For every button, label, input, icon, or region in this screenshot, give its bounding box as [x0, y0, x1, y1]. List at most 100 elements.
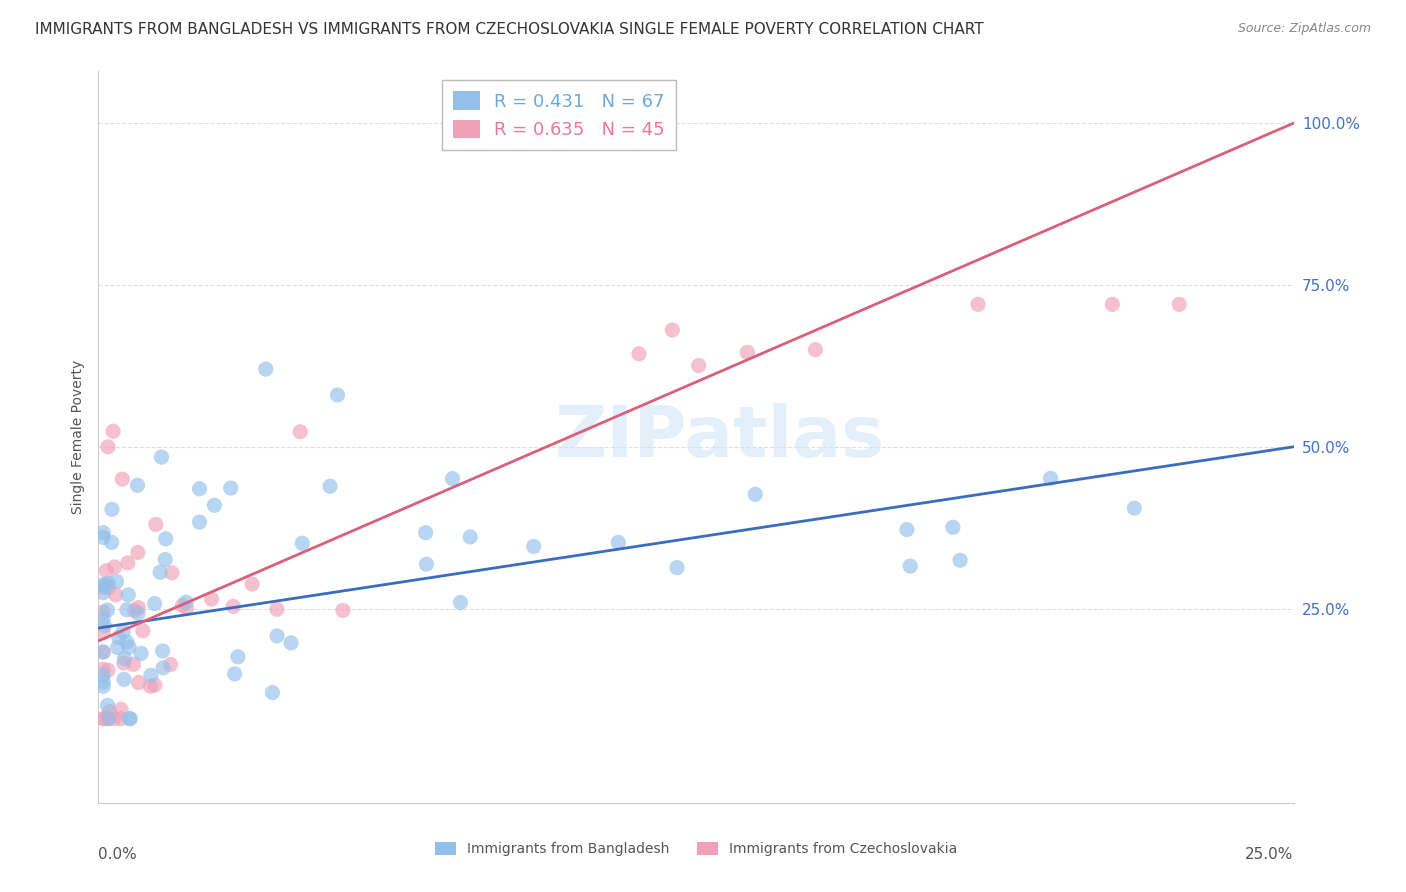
Point [94, 578, 117, 592]
Point [139, 679, 162, 693]
Point [744, 487, 766, 501]
Point [91, 712, 114, 726]
Legend: Immigrants from Bangladesh, Immigrants from Czechoslovakia: Immigrants from Bangladesh, Immigrants f… [429, 837, 963, 862]
Point [127, 600, 149, 615]
Point [110, 702, 132, 716]
Point [117, 556, 139, 570]
Text: Source: ZipAtlas.com: Source: ZipAtlas.com [1237, 22, 1371, 36]
Point [804, 343, 827, 357]
Point [226, 649, 249, 664]
Point [319, 479, 342, 493]
Point [139, 668, 162, 682]
Point [115, 603, 138, 617]
Point [98, 705, 121, 719]
Point [91, 679, 114, 693]
Point [91, 578, 114, 592]
Point [107, 640, 129, 655]
Point [523, 540, 546, 554]
Point [91, 605, 114, 619]
Point [143, 678, 166, 692]
Point [174, 595, 197, 609]
Point [153, 552, 176, 566]
Point [91, 668, 114, 682]
Point [159, 657, 181, 672]
Point [188, 515, 211, 529]
Text: IMMIGRANTS FROM BANGLADESH VS IMMIGRANTS FROM CZECHOSLOVAKIA SINGLE FEMALE POVER: IMMIGRANTS FROM BANGLADESH VS IMMIGRANTS… [35, 22, 984, 37]
Point [222, 599, 245, 614]
Point [1168, 297, 1191, 311]
Point [97, 581, 120, 595]
Point [152, 661, 174, 675]
Point [103, 712, 125, 726]
Point [110, 712, 132, 726]
Point [1101, 297, 1123, 311]
Point [91, 585, 114, 599]
Point [127, 478, 149, 492]
Point [97, 663, 120, 677]
Point [101, 502, 124, 516]
Point [132, 624, 155, 638]
Point [124, 603, 146, 617]
Point [224, 666, 246, 681]
Point [326, 388, 349, 402]
Point [200, 592, 222, 607]
Point [122, 657, 145, 672]
Point [145, 517, 167, 532]
Point [96, 564, 118, 578]
Point [149, 566, 172, 580]
Point [665, 560, 688, 574]
Point [129, 646, 152, 660]
Point [202, 498, 225, 512]
Point [96, 603, 118, 617]
Point [97, 576, 120, 591]
Point [97, 440, 120, 454]
Point [104, 560, 127, 574]
Point [112, 624, 135, 639]
Point [219, 481, 242, 495]
Text: 25.0%: 25.0% [1246, 847, 1294, 862]
Point [91, 531, 114, 545]
Point [114, 651, 136, 665]
Point [143, 597, 166, 611]
Point [105, 574, 128, 589]
Point [97, 712, 120, 726]
Point [967, 297, 990, 311]
Point [290, 425, 312, 439]
Point [607, 535, 630, 549]
Point [117, 588, 139, 602]
Point [111, 472, 134, 486]
Point [112, 656, 135, 670]
Point [96, 698, 118, 713]
Point [450, 595, 472, 609]
Text: ZIPatlas: ZIPatlas [555, 402, 884, 472]
Point [896, 523, 918, 537]
Point [1039, 471, 1062, 485]
Point [266, 629, 288, 643]
Point [280, 636, 302, 650]
Point [176, 601, 198, 615]
Point [188, 482, 211, 496]
Point [128, 675, 150, 690]
Point [949, 553, 972, 567]
Point [91, 662, 114, 676]
Y-axis label: Single Female Poverty: Single Female Poverty [70, 360, 84, 514]
Point [415, 525, 437, 540]
Point [155, 532, 177, 546]
Point [254, 362, 277, 376]
Point [91, 675, 114, 690]
Point [627, 347, 650, 361]
Point [118, 712, 141, 726]
Point [91, 612, 114, 626]
Point [172, 599, 194, 613]
Point [93, 712, 115, 726]
Point [332, 603, 354, 617]
Point [942, 520, 965, 534]
Point [160, 566, 183, 580]
Point [91, 645, 114, 659]
Point [266, 602, 288, 616]
Point [737, 345, 759, 359]
Point [291, 536, 314, 550]
Point [127, 545, 149, 559]
Point [97, 712, 120, 726]
Point [107, 631, 129, 645]
